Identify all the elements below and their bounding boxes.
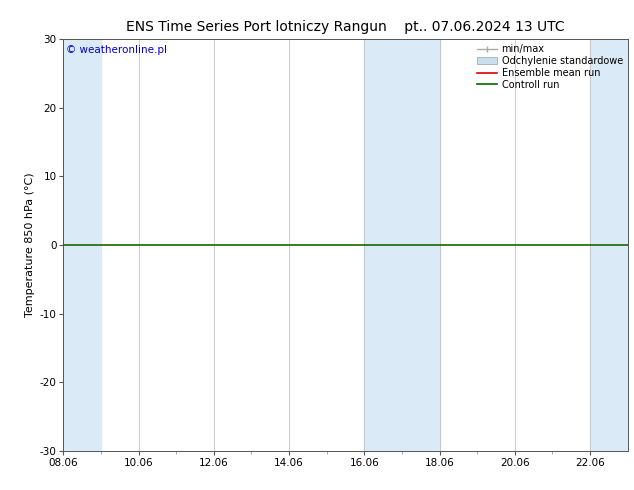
Title: ENS Time Series Port lotniczy Rangun    pt.. 07.06.2024 13 UTC: ENS Time Series Port lotniczy Rangun pt.… — [126, 20, 565, 34]
Bar — [63, 39, 101, 451]
Y-axis label: Temperature 850 hPa (°C): Temperature 850 hPa (°C) — [25, 172, 36, 318]
Bar — [365, 39, 439, 451]
Text: © weatheronline.pl: © weatheronline.pl — [66, 46, 167, 55]
Bar — [590, 39, 628, 451]
Legend: min/max, Odchylenie standardowe, Ensemble mean run, Controll run: min/max, Odchylenie standardowe, Ensembl… — [477, 44, 623, 90]
